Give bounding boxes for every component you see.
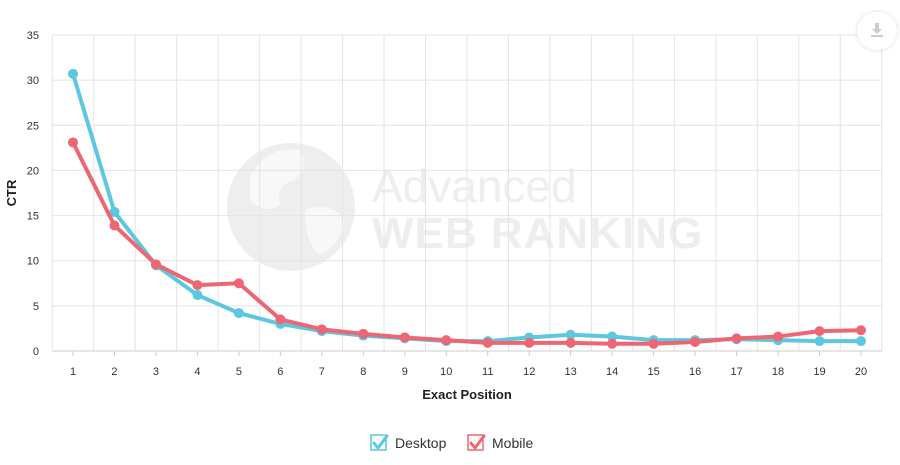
data-point-desktop[interactable] bbox=[814, 336, 825, 347]
data-point-mobile[interactable] bbox=[607, 338, 618, 349]
y-axis-title: CTR bbox=[4, 179, 19, 206]
x-tick-label: 6 bbox=[277, 366, 283, 378]
y-tick-label: 15 bbox=[27, 211, 39, 223]
y-tick-label: 0 bbox=[33, 346, 39, 358]
legend-item-desktop[interactable]: Desktop bbox=[370, 434, 447, 451]
x-tick-label: 11 bbox=[482, 366, 493, 378]
globe-icon bbox=[227, 143, 355, 271]
x-axis-title: Exact Position bbox=[422, 387, 512, 402]
y-tick-label: 25 bbox=[27, 120, 39, 132]
y-tick-label: 5 bbox=[33, 301, 39, 313]
x-tick-label: 5 bbox=[236, 366, 242, 378]
data-point-mobile[interactable] bbox=[275, 314, 286, 325]
watermark-line-2: WEB RANKING bbox=[372, 209, 703, 258]
data-point-desktop[interactable] bbox=[109, 206, 120, 217]
data-point-mobile[interactable] bbox=[109, 220, 120, 231]
x-tick-label: 4 bbox=[194, 366, 200, 378]
data-point-mobile[interactable] bbox=[690, 336, 701, 347]
x-tick-label: 16 bbox=[689, 366, 701, 378]
series-mobile bbox=[68, 137, 866, 349]
x-tick-label: 17 bbox=[730, 366, 742, 378]
x-tick-label: 20 bbox=[855, 366, 867, 378]
data-point-mobile[interactable] bbox=[150, 259, 161, 270]
y-axis-ticks: 0 5 10 15 20 25 30 35 bbox=[27, 30, 39, 358]
data-point-mobile[interactable] bbox=[399, 332, 410, 343]
x-tick-label: 13 bbox=[565, 366, 577, 378]
data-point-mobile[interactable] bbox=[68, 137, 78, 148]
legend-label: Mobile bbox=[492, 435, 533, 451]
data-point-mobile[interactable] bbox=[233, 278, 244, 289]
x-tick-label: 1 bbox=[70, 366, 76, 378]
data-point-desktop[interactable] bbox=[856, 336, 866, 347]
x-tick-label: 3 bbox=[153, 366, 159, 378]
x-tick-label: 18 bbox=[772, 366, 784, 378]
x-tick-label: 8 bbox=[360, 366, 366, 378]
data-point-mobile[interactable] bbox=[358, 328, 369, 339]
data-point-desktop[interactable] bbox=[68, 68, 78, 79]
data-point-mobile[interactable] bbox=[565, 337, 576, 348]
legend: Desktop Mobile bbox=[370, 434, 533, 451]
data-point-mobile[interactable] bbox=[524, 337, 535, 348]
x-tick-label: 9 bbox=[402, 366, 408, 378]
download-icon bbox=[871, 23, 883, 37]
data-point-desktop[interactable] bbox=[565, 329, 576, 340]
y-tick-label: 10 bbox=[27, 256, 39, 268]
legend-item-mobile[interactable]: Mobile bbox=[467, 434, 533, 451]
x-axis-ticks: 1 2 3 4 5 6 7 8 9 10 11 12 13 14 15 16 17 18 19 20 bbox=[70, 351, 867, 378]
y-tick-label: 35 bbox=[27, 30, 39, 42]
y-tick-label: 20 bbox=[27, 165, 39, 177]
x-tick-label: 7 bbox=[319, 366, 325, 378]
data-point-mobile[interactable] bbox=[441, 335, 452, 346]
data-point-desktop[interactable] bbox=[192, 290, 203, 301]
x-tick-label: 15 bbox=[648, 366, 660, 378]
data-point-mobile[interactable] bbox=[814, 326, 825, 337]
data-point-mobile[interactable] bbox=[856, 325, 866, 336]
x-tick-label: 14 bbox=[606, 366, 618, 378]
check-icon bbox=[469, 434, 486, 450]
grid bbox=[51, 34, 883, 352]
data-point-mobile[interactable] bbox=[648, 338, 659, 349]
data-point-mobile[interactable] bbox=[482, 337, 493, 348]
watermark-line-1: Advanced bbox=[372, 160, 577, 212]
x-tick-label: 10 bbox=[440, 366, 452, 378]
y-tick-label: 30 bbox=[27, 75, 39, 87]
download-button[interactable] bbox=[857, 12, 897, 50]
data-point-desktop[interactable] bbox=[607, 331, 618, 342]
series-line-mobile bbox=[71, 140, 863, 346]
data-point-mobile[interactable] bbox=[192, 280, 203, 291]
x-tick-label: 2 bbox=[111, 366, 117, 378]
x-tick-label: 19 bbox=[813, 366, 825, 378]
data-point-mobile[interactable] bbox=[731, 333, 742, 344]
data-point-mobile[interactable] bbox=[316, 324, 327, 335]
data-point-mobile[interactable] bbox=[773, 331, 784, 342]
legend-label: Desktop bbox=[395, 435, 447, 451]
x-tick-label: 12 bbox=[523, 366, 535, 378]
data-point-desktop[interactable] bbox=[233, 308, 244, 319]
check-icon bbox=[372, 434, 389, 450]
watermark: Advanced WEB RANKING bbox=[227, 143, 703, 271]
series-layer bbox=[68, 68, 866, 349]
